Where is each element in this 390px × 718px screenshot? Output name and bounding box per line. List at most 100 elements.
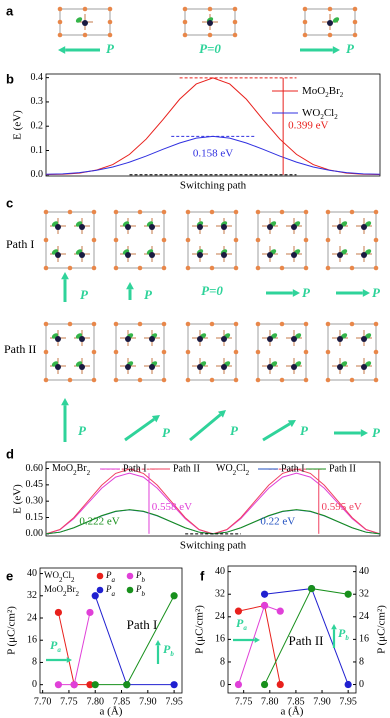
- oxygen-atom: [207, 6, 213, 12]
- arrow-head: [360, 429, 368, 437]
- unit-cell: [115, 323, 165, 381]
- polarization-label: P: [372, 285, 381, 300]
- x-axis-label: Switching path: [180, 180, 247, 192]
- oxygen-atom: [67, 321, 73, 327]
- oxygen-atom: [352, 19, 358, 25]
- series-line: [45, 77, 381, 176]
- polarization-label: P: [78, 423, 87, 438]
- y-tick-label: 0: [32, 679, 37, 690]
- metal-atom: [125, 224, 131, 230]
- oxygen-atom: [107, 32, 113, 38]
- oxygen-atom: [352, 6, 358, 12]
- oxygen-atom: [233, 209, 239, 215]
- annotation: 0.158 eV: [193, 148, 233, 160]
- oxygen-atom: [43, 377, 49, 383]
- metal-atom: [327, 20, 333, 26]
- unit-cell: [257, 211, 307, 269]
- oxygen-atom: [185, 377, 191, 383]
- unit-cell: [327, 211, 377, 269]
- data-point: [70, 681, 78, 689]
- annotation: 0.399 eV: [288, 120, 328, 132]
- series-line: [237, 604, 281, 685]
- arrow-head: [362, 289, 370, 297]
- oxygen-atom: [373, 377, 379, 383]
- oxygen-atom: [82, 32, 88, 38]
- oxygen-atom: [161, 349, 167, 355]
- y-tick-label: 0.30: [26, 495, 44, 506]
- arrow-head: [254, 637, 260, 643]
- y-tick-label: 32: [27, 590, 37, 601]
- metal-atom: [361, 252, 367, 258]
- oxygen-atom: [325, 349, 331, 355]
- annotation: Path I: [127, 617, 158, 632]
- oxygen-atom: [302, 19, 308, 25]
- metal-atom: [149, 336, 155, 342]
- oxygen-atom: [373, 209, 379, 215]
- oxygen-atom: [303, 321, 309, 327]
- oxygen-atom: [82, 6, 88, 12]
- oxygen-atom: [161, 377, 167, 383]
- oxygen-atom: [137, 209, 143, 215]
- data-point: [276, 680, 284, 689]
- polarization-label: P=0: [199, 41, 221, 56]
- series-line: [238, 604, 281, 685]
- metal-atom: [221, 364, 227, 370]
- data-point: [123, 681, 131, 689]
- y-tick-label: 24: [359, 611, 369, 622]
- oxygen-atom: [113, 321, 119, 327]
- y-tick-label: 16: [27, 635, 37, 646]
- metal-atom: [221, 224, 227, 230]
- metal-atom: [291, 336, 297, 342]
- oxygen-atom: [43, 237, 49, 243]
- oxygen-atom: [209, 321, 215, 327]
- oxygen-atom: [161, 265, 167, 271]
- annotation: 0.595 eV: [322, 501, 362, 513]
- oxygen-atom: [209, 265, 215, 271]
- oxygen-atom: [137, 321, 143, 327]
- oxygen-atom: [373, 349, 379, 355]
- oxygen-atom: [67, 209, 73, 215]
- y-axis-label: P (μC/cm²): [6, 606, 18, 655]
- oxygen-atom: [303, 209, 309, 215]
- unit-cell: [327, 323, 377, 381]
- metal-atom: [197, 252, 203, 258]
- legend-label: Path I: [281, 463, 305, 474]
- data-point: [86, 681, 94, 689]
- annotation: Path II: [288, 633, 323, 648]
- polarization-arrow: [124, 417, 156, 442]
- y-tick-label: 8: [359, 656, 364, 667]
- oxygen-atom: [373, 265, 379, 271]
- oxygen-atom: [255, 265, 261, 271]
- metal-atom: [337, 252, 343, 258]
- data-point: [91, 681, 99, 689]
- data-point: [260, 680, 269, 689]
- metal-atom: [55, 224, 61, 230]
- y-axis-label: P (μC/cm²): [376, 605, 388, 654]
- plot-frame: [39, 567, 183, 694]
- oxygen-atom: [349, 265, 355, 271]
- y-tick-label: 40: [359, 566, 369, 577]
- legend-label: Pa: [105, 570, 116, 584]
- oxygen-atom: [182, 19, 188, 25]
- oxygen-atom: [327, 32, 333, 38]
- oxygen-atom: [303, 349, 309, 355]
- metal-atom: [79, 252, 85, 258]
- oxygen-atom: [43, 265, 49, 271]
- oxygen-atom: [113, 349, 119, 355]
- oxygen-atom: [303, 265, 309, 271]
- oxygen-atom: [349, 377, 355, 383]
- polarization-label: P: [80, 287, 89, 302]
- unit-cell: [187, 323, 237, 381]
- panel-label: d: [6, 446, 14, 461]
- arrow-head: [217, 410, 226, 418]
- unit-cell: [45, 211, 95, 269]
- y-tick-label: 8: [220, 656, 225, 667]
- oxygen-atom: [137, 265, 143, 271]
- metal-atom: [197, 336, 203, 342]
- series-line: [94, 595, 175, 686]
- legend-marker: [96, 586, 104, 594]
- oxygen-atom: [91, 237, 97, 243]
- oxygen-atom: [255, 321, 261, 327]
- oxygen-atom: [325, 237, 331, 243]
- data-point: [234, 607, 243, 615]
